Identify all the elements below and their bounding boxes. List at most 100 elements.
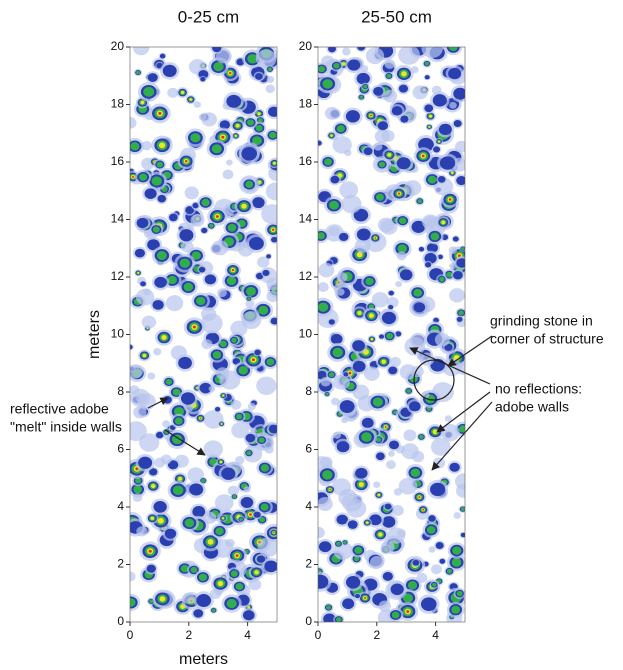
reflection-blob xyxy=(213,62,223,71)
reflection-blob xyxy=(370,115,372,117)
reflection-blob xyxy=(236,554,239,557)
reflection-blob xyxy=(331,334,343,344)
reflection-blob xyxy=(336,617,342,622)
reflection-blob xyxy=(322,79,332,88)
reflection-blob xyxy=(324,158,332,165)
reflection-blob xyxy=(217,288,227,297)
reflection-blob xyxy=(387,74,392,78)
reflection-blob xyxy=(337,441,350,452)
reflection-blob xyxy=(166,379,173,385)
reflection-blob xyxy=(133,485,142,493)
reflection-blob xyxy=(411,334,425,346)
reflection-blob xyxy=(225,539,234,548)
reflection-blob xyxy=(347,59,360,70)
reflection-blob xyxy=(318,263,334,277)
reflection-blob xyxy=(412,560,419,566)
reflection-blob xyxy=(222,517,224,519)
reflection-blob xyxy=(363,85,367,89)
reflection-blob xyxy=(373,87,383,96)
reflection-blob xyxy=(152,300,163,310)
reflection-blob xyxy=(268,107,280,117)
reflection-blob xyxy=(201,307,216,321)
reflection-blob xyxy=(376,452,385,460)
reflection-blob xyxy=(178,357,192,369)
reflection-blob xyxy=(248,403,256,410)
reflection-blob xyxy=(189,98,192,101)
y-tick-label: 4 xyxy=(305,499,312,513)
reflection-blob xyxy=(361,432,372,442)
y-tick-label: 20 xyxy=(299,39,313,53)
chart-title: 0-25 cm xyxy=(178,7,239,26)
reflection-blob xyxy=(374,237,376,239)
reflection-blob xyxy=(133,41,149,56)
reflection-blob xyxy=(318,66,325,72)
reflection-blob xyxy=(455,141,468,153)
annotation: "melt" inside walls xyxy=(10,419,122,435)
reflection-blob xyxy=(428,176,437,184)
reflection-blob xyxy=(399,85,408,93)
reflection-blob xyxy=(256,49,277,68)
reflection-blob xyxy=(416,573,427,583)
reflection-blob xyxy=(232,269,234,271)
reflection-blob xyxy=(184,283,193,292)
reflection-blob xyxy=(431,564,442,574)
reflection-blob xyxy=(428,515,435,522)
reflection-blob xyxy=(215,494,234,511)
reflection-blob xyxy=(266,254,271,258)
reflection-blob xyxy=(373,481,380,488)
reflection-blob xyxy=(261,464,269,472)
reflection-blob xyxy=(212,44,221,52)
reflection-blob xyxy=(136,393,147,403)
reflection-blob xyxy=(201,479,205,483)
reflection-blob xyxy=(383,90,397,103)
reflection-blob xyxy=(422,214,439,229)
reflection-blob xyxy=(352,340,365,351)
reflection-blob xyxy=(389,440,399,449)
reflection-blob xyxy=(421,38,442,58)
reflection-blob xyxy=(329,201,339,210)
reflection-blob xyxy=(222,395,224,397)
reflection-blob xyxy=(242,311,262,329)
reflection-blob xyxy=(175,417,183,424)
reflection-blob xyxy=(343,372,348,376)
reflection-blob xyxy=(249,237,264,250)
reflection-blob xyxy=(317,497,332,511)
reflection-blob xyxy=(246,287,256,296)
reflection-blob xyxy=(333,63,339,69)
reflection-blob xyxy=(411,66,419,73)
reflection-blob xyxy=(135,249,145,258)
reflection-blob xyxy=(322,470,332,479)
reflection-blob xyxy=(221,136,224,139)
reflection-blob xyxy=(379,334,384,338)
reflection-blob xyxy=(199,267,206,273)
reflection-blob xyxy=(395,281,402,287)
reflection-blob xyxy=(449,463,459,472)
reflection-blob xyxy=(359,95,363,99)
reflection-blob xyxy=(388,451,395,457)
reflection-blob xyxy=(339,233,348,241)
reflection-blob xyxy=(147,565,156,573)
reflection-blob xyxy=(458,310,464,315)
reflection-blob xyxy=(386,460,396,469)
reflection-blob xyxy=(449,246,457,254)
reflection-blob xyxy=(372,292,389,307)
reflection-blob xyxy=(137,218,149,228)
reflection-blob xyxy=(319,541,332,552)
page: {"chart_data": [ {"type": "heatmap", "ti… xyxy=(0,0,623,670)
reflection-blob xyxy=(185,519,195,528)
reflection-blob xyxy=(454,120,462,127)
reflection-blob xyxy=(139,173,147,180)
y-axis-label: meters xyxy=(86,310,103,359)
reflection-blob xyxy=(325,107,339,120)
reflection-blob xyxy=(440,156,455,169)
reflection-blob xyxy=(425,262,431,267)
y-tick-label: 8 xyxy=(305,384,312,398)
reflection-blob xyxy=(247,119,254,125)
reflection-blob xyxy=(449,198,452,200)
reflection-blob xyxy=(256,377,276,395)
y-tick-label: 8 xyxy=(117,384,124,398)
reflection-blob xyxy=(135,478,141,484)
reflection-blob xyxy=(153,501,166,513)
reflection-blob xyxy=(342,598,354,609)
reflection-blob xyxy=(173,485,184,495)
